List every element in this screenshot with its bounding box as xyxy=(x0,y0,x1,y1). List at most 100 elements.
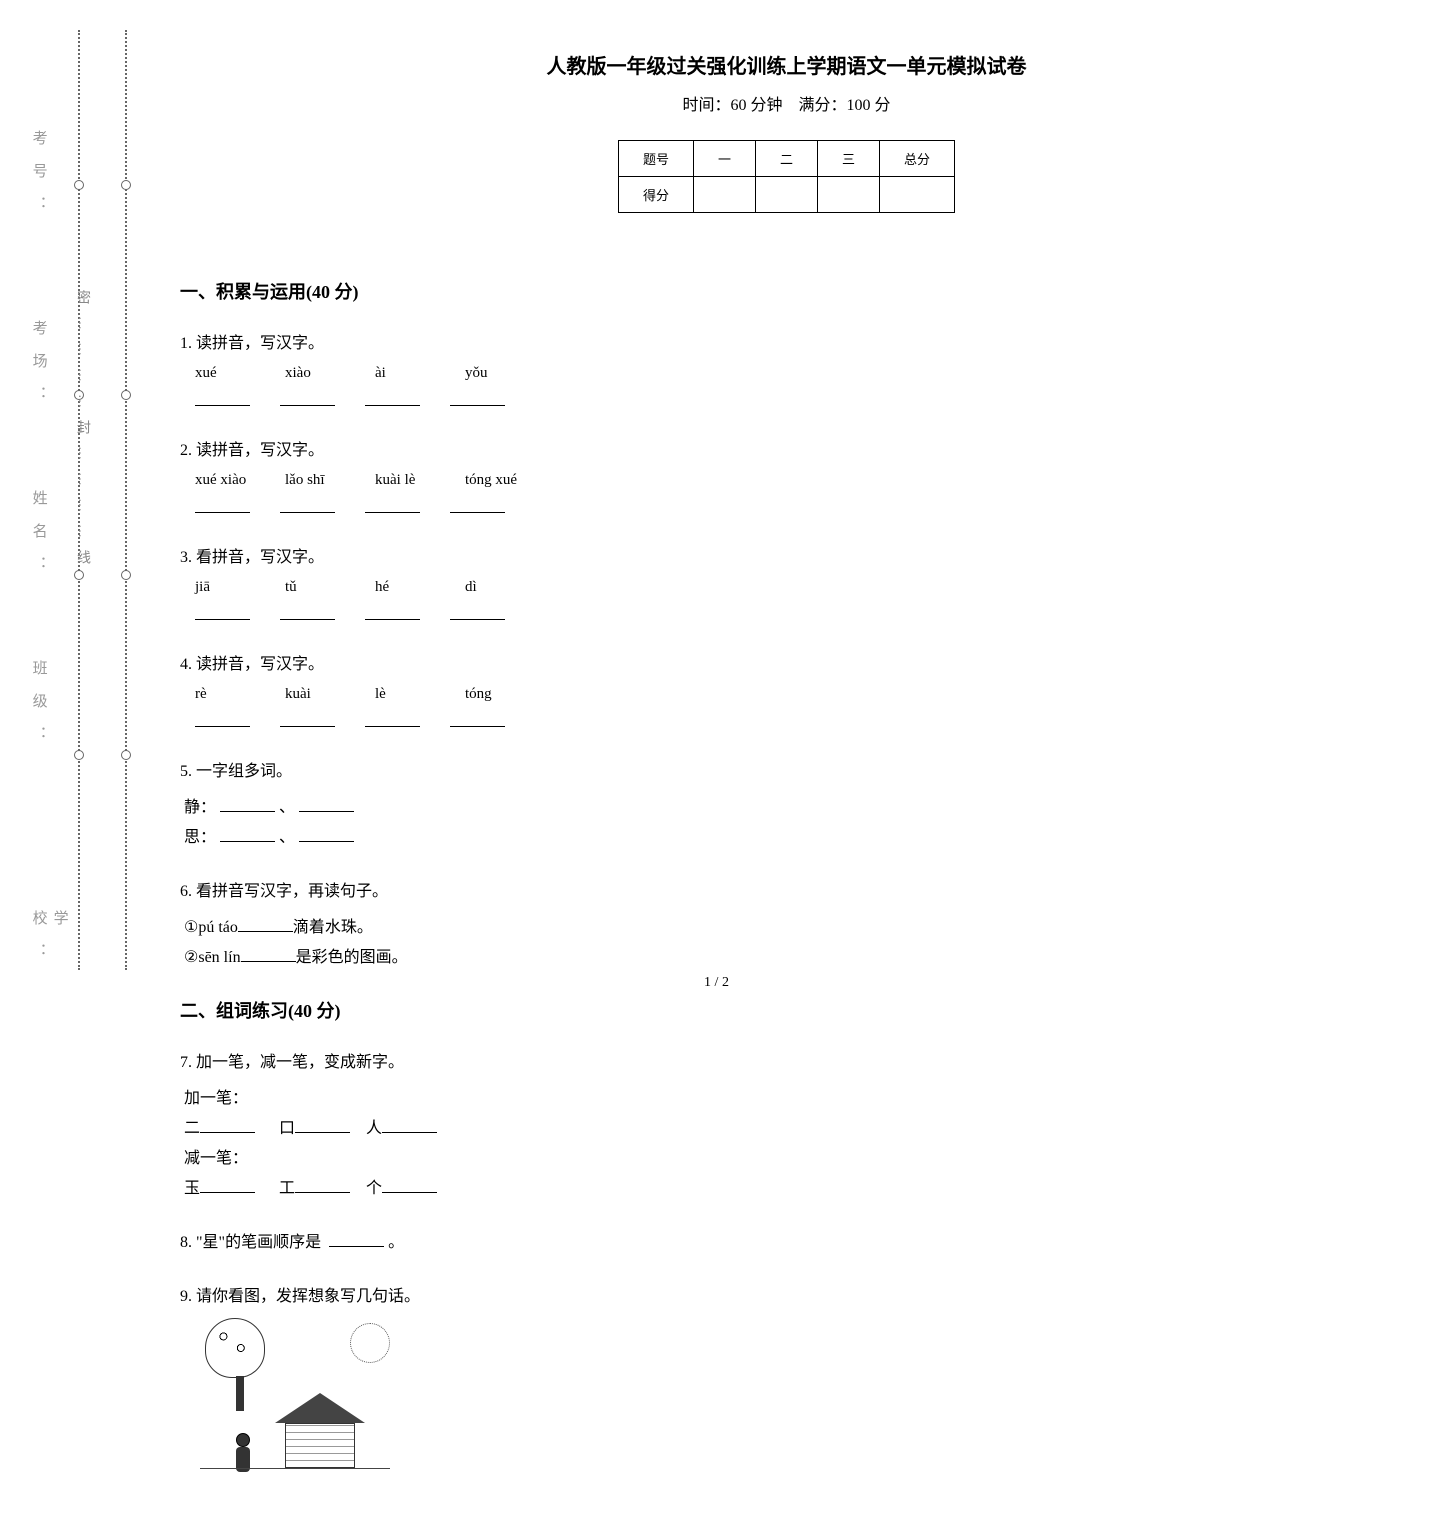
cell-score-2[interactable] xyxy=(755,177,817,213)
pinyin-row: xué xiào ài yǒu xyxy=(195,365,747,382)
answer-blank[interactable] xyxy=(280,602,335,620)
question-text: 4. 读拼音，写汉字。 xyxy=(180,650,747,674)
cell-score-1[interactable] xyxy=(693,177,755,213)
pinyin: kuài lè xyxy=(375,472,435,489)
section-2-title: 二、组词练习(40 分) xyxy=(180,997,747,1023)
pinyin: kuài xyxy=(285,686,345,703)
sentence-part: 滴着水珠。 xyxy=(293,919,373,936)
base-char: 工 xyxy=(279,1180,295,1197)
answer-blanks xyxy=(195,388,747,406)
answer-blank[interactable] xyxy=(299,796,354,812)
sentence-part: ②sēn lín xyxy=(184,949,241,966)
exam-title: 人教版一年级过关强化训练上学期语文一单元模拟试卷 xyxy=(180,50,1393,79)
cell-header-num: 题号 xyxy=(618,141,693,177)
label-exam-id: 考号： xyxy=(29,130,50,229)
pinyin: yǒu xyxy=(465,365,525,382)
answer-blank[interactable] xyxy=(195,388,250,406)
answer-blanks xyxy=(195,602,747,620)
answer-blank[interactable] xyxy=(450,495,505,513)
cell-score-3[interactable] xyxy=(818,177,880,213)
pinyin: rè xyxy=(195,686,255,703)
cell-col-total: 总分 xyxy=(880,141,955,177)
label-room: 考场： xyxy=(29,320,50,419)
answer-blank[interactable] xyxy=(365,602,420,620)
cell-col-3: 三 xyxy=(818,141,880,177)
answer-blank[interactable] xyxy=(365,495,420,513)
answer-blank[interactable] xyxy=(280,709,335,727)
answer-blank[interactable] xyxy=(382,1117,437,1133)
page-number: 1 / 2 xyxy=(704,975,729,991)
binding-margin: 考号： 考场： 姓名： 班级： 学校： 密…………封…………线 xyxy=(0,0,160,1011)
label-school: 学校： xyxy=(29,910,71,981)
answer-blank[interactable] xyxy=(280,388,335,406)
answer-blank[interactable] xyxy=(200,1177,255,1193)
question-6: 6. 看拼音写汉字，再读句子。 ①pú táo滴着水珠。 ②sēn lín是彩色… xyxy=(180,877,747,967)
time-label: 时间：60 分钟 xyxy=(682,97,782,114)
question-3: 3. 看拼音，写汉字。 jiā tǔ hé dì xyxy=(180,543,747,620)
pinyin: dì xyxy=(465,579,525,596)
question-text: 9. 请你看图，发挥想象写几句话。 xyxy=(180,1282,747,1306)
label-name: 姓名： xyxy=(29,490,50,589)
sentence-part: ①pú táo xyxy=(184,919,238,936)
sun-icon xyxy=(350,1323,390,1363)
table-row: 得分 xyxy=(618,177,954,213)
answer-blank[interactable] xyxy=(220,796,275,812)
answer-blank[interactable] xyxy=(280,495,335,513)
answer-blank[interactable] xyxy=(220,826,275,842)
seal-text: 密…………封…………线 xyxy=(72,290,92,576)
answer-blank[interactable] xyxy=(365,709,420,727)
answer-blank[interactable] xyxy=(195,709,250,727)
pinyin: xué xyxy=(195,365,255,382)
cell-score-total[interactable] xyxy=(880,177,955,213)
pinyin: tóng xyxy=(465,686,525,703)
answer-blank[interactable] xyxy=(295,1117,350,1133)
question-9: 9. 请你看图，发挥想象写几句话。 xyxy=(180,1282,747,1488)
question-text: 8. "星"的笔画顺序是 xyxy=(180,1234,321,1251)
ground-line xyxy=(200,1468,390,1483)
answer-blank[interactable] xyxy=(238,916,293,932)
table-row: 题号 一 二 三 总分 xyxy=(618,141,954,177)
char-prefix: 思： xyxy=(184,829,216,846)
answer-blank[interactable] xyxy=(200,1117,255,1133)
question-text: 7. 加一笔，减一笔，变成新字。 xyxy=(180,1048,747,1072)
question-8: 8. "星"的笔画顺序是 。 xyxy=(180,1228,747,1252)
base-char: 人 xyxy=(366,1120,382,1137)
answer-blank[interactable] xyxy=(450,709,505,727)
question-text: 6. 看拼音写汉字，再读句子。 xyxy=(180,877,747,901)
base-char: 口 xyxy=(279,1120,295,1137)
answer-blank[interactable] xyxy=(241,946,296,962)
question-7: 7. 加一笔，减一笔，变成新字。 加一笔： 二 口 人 减一笔： 玉 工 个 xyxy=(180,1048,747,1198)
cell-col-2: 二 xyxy=(755,141,817,177)
question-4: 4. 读拼音，写汉字。 rè kuài lè tóng xyxy=(180,650,747,727)
answer-blank[interactable] xyxy=(295,1177,350,1193)
pinyin: lǎo shī xyxy=(285,472,345,489)
answer-blank[interactable] xyxy=(365,388,420,406)
answer-blank[interactable] xyxy=(450,388,505,406)
tree-icon xyxy=(205,1318,275,1418)
answer-blank[interactable] xyxy=(329,1231,384,1247)
answer-blank[interactable] xyxy=(450,602,505,620)
exam-content: 人教版一年级过关强化训练上学期语文一单元模拟试卷 时间：60 分钟 满分：100… xyxy=(160,0,1433,1011)
pinyin: lè xyxy=(375,686,435,703)
base-char: 个 xyxy=(366,1180,382,1197)
add-stroke-label: 加一笔： xyxy=(184,1084,747,1108)
section-1-title: 一、积累与运用(40 分) xyxy=(180,278,747,304)
seal-line-inner xyxy=(125,30,127,970)
label-class: 班级： xyxy=(29,660,50,759)
pinyin: tǔ xyxy=(285,579,345,596)
answer-blank[interactable] xyxy=(299,826,354,842)
answer-blank[interactable] xyxy=(195,602,250,620)
exam-subtitle: 时间：60 分钟 满分：100 分 xyxy=(180,91,1393,115)
pinyin: ài xyxy=(375,365,435,382)
sub-stroke-label: 减一笔： xyxy=(184,1144,747,1168)
pinyin-row: rè kuài lè tóng xyxy=(195,686,747,703)
pinyin: jiā xyxy=(195,579,255,596)
base-char: 玉 xyxy=(184,1180,200,1197)
answer-blank[interactable] xyxy=(195,495,250,513)
question-text: 5. 一字组多词。 xyxy=(180,757,747,781)
score-table: 题号 一 二 三 总分 得分 xyxy=(618,140,955,213)
answer-blank[interactable] xyxy=(382,1177,437,1193)
question-2: 2. 读拼音，写汉字。 xué xiào lǎo shī kuài lè tón… xyxy=(180,436,747,513)
answer-blanks xyxy=(195,709,747,727)
base-char: 二 xyxy=(184,1120,200,1137)
